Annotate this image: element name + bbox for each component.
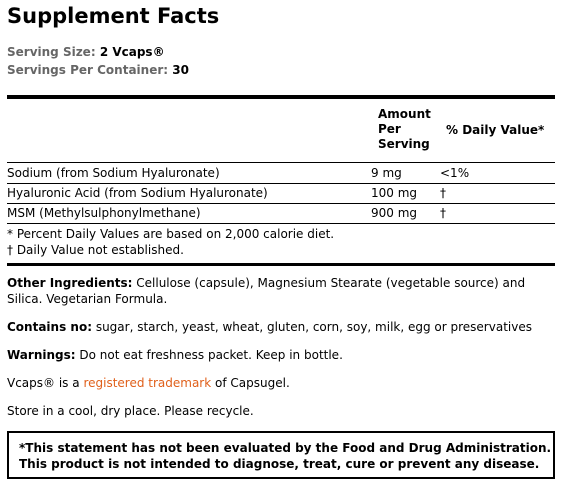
label: Servings Per Container: <box>7 63 169 77</box>
table-cell: Hyaluronic Acid (from Sodium Hyaluronate… <box>7 186 268 200</box>
table-cell: † <box>440 206 446 220</box>
label: Serving Size: <box>7 45 96 59</box>
disclaimer-box: *This statement has not been evaluated b… <box>7 431 555 479</box>
table-cell: 9 mg <box>371 166 402 180</box>
title: Supplement Facts <box>7 4 220 28</box>
text: of Capsugel. <box>215 376 290 390</box>
servings-per-container: Servings Per Container: 30 <box>7 62 189 78</box>
label: Warnings: <box>7 348 76 362</box>
text: Vcaps® is a <box>7 376 80 390</box>
column-header: % Daily Value* <box>446 123 545 137</box>
rule <box>7 162 555 163</box>
storage: Store in a cool, dry place. Please recyc… <box>7 404 254 418</box>
row-rule <box>7 183 555 184</box>
section: Warnings: Do not eat freshness packet. K… <box>7 347 343 363</box>
serving-size: Serving Size: 2 Vcaps® <box>7 44 165 60</box>
disclaimer-line: This product is not intended to diagnose… <box>19 457 540 471</box>
label: Contains no: <box>7 320 92 334</box>
text: Cellulose (capsule), Magnesium Stearate … <box>7 276 526 306</box>
table-cell: <1% <box>440 166 470 180</box>
section: Contains no: sugar, starch, yeast, wheat… <box>7 319 532 335</box>
section: Other Ingredients: Cellulose (capsule), … <box>7 275 547 307</box>
footnote: * Percent Daily Values are based on 2,00… <box>7 227 335 241</box>
text: sugar, starch, yeast, wheat, gluten, cor… <box>95 320 532 334</box>
value: 2 Vcaps® <box>99 45 165 59</box>
value: 30 <box>172 63 189 77</box>
column-header: Amount Per Serving <box>378 107 431 151</box>
table-cell: 900 mg <box>371 206 418 220</box>
table-cell: † <box>440 186 446 200</box>
table-cell: 100 mg <box>371 186 418 200</box>
thick-rule <box>7 95 555 99</box>
row-rule <box>7 223 555 224</box>
label: Other Ingredients: <box>7 276 133 290</box>
thick-rule <box>7 263 555 266</box>
trademark-link[interactable]: registered trademark <box>83 376 212 390</box>
table-cell: Sodium (from Sodium Hyaluronate) <box>7 166 220 180</box>
row-rule <box>7 203 555 204</box>
footnote: † Daily Value not established. <box>7 243 184 257</box>
trademark: Vcaps® is a registered trademark of Caps… <box>7 375 290 391</box>
table-cell: MSM (Methylsulphonylmethane) <box>7 206 201 220</box>
disclaimer-line: *This statement has not been evaluated b… <box>19 441 552 455</box>
text: Do not eat freshness packet. Keep in bot… <box>79 348 343 362</box>
